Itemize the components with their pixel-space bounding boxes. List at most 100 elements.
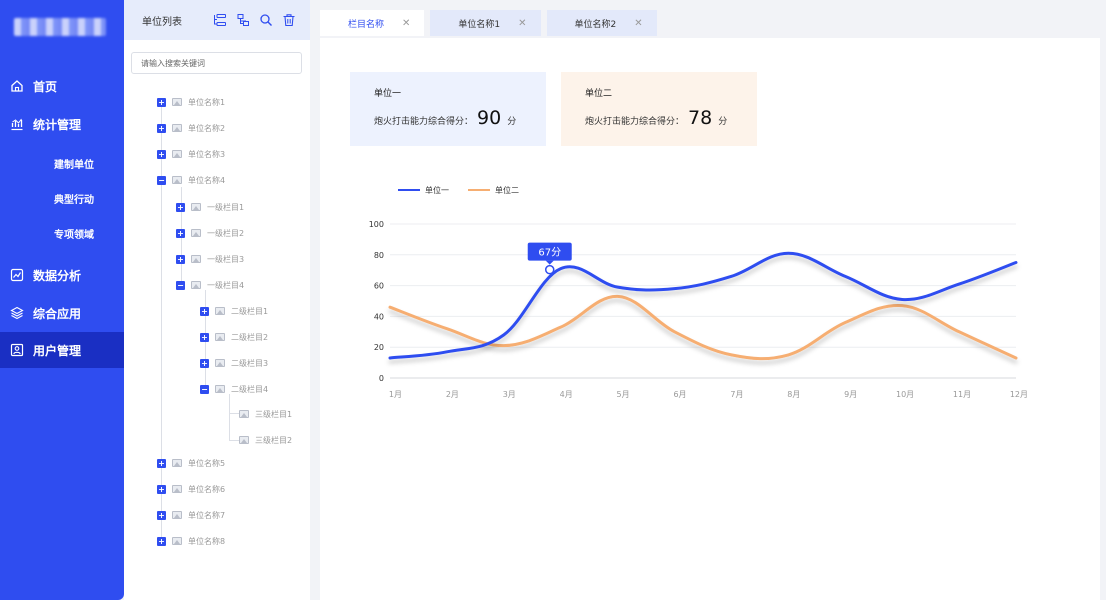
collapse-icon[interactable]: − bbox=[176, 280, 185, 290]
tooltip-box bbox=[527, 242, 572, 261]
tree-node[interactable]: + 单位名称1 bbox=[157, 94, 225, 110]
nav-sub-item-actions[interactable]: 典型行动 bbox=[54, 195, 94, 206]
y-tick-label: 40 bbox=[374, 312, 384, 321]
score-label: 炮火打击能力综合得分： bbox=[585, 117, 685, 127]
user-icon bbox=[10, 343, 24, 357]
tree-node-label: 单位名称3 bbox=[188, 149, 226, 159]
tree-node-label: 三级栏目1 bbox=[255, 409, 293, 419]
tab-unit-1[interactable]: 单位名称1 ✕ bbox=[430, 10, 541, 36]
image-icon bbox=[215, 307, 225, 315]
x-tick-label: 10月 bbox=[896, 390, 914, 399]
score-value: 90 bbox=[477, 107, 502, 129]
close-icon[interactable]: ✕ bbox=[634, 17, 643, 29]
legend-label: 单位二 bbox=[495, 185, 519, 195]
tab-column-name[interactable]: 栏目名称 ✕ bbox=[320, 10, 425, 36]
tree-node[interactable]: − 单位名称4 bbox=[157, 172, 225, 188]
card-title: 单位一 bbox=[374, 89, 402, 99]
layers-icon bbox=[10, 306, 24, 320]
nav-item-apps[interactable]: 综合应用 bbox=[0, 295, 124, 331]
search-icon[interactable] bbox=[259, 13, 273, 27]
y-tick-label: 80 bbox=[374, 251, 384, 260]
expand-icon[interactable]: + bbox=[176, 202, 185, 212]
nav-item-stats[interactable]: 统计管理 bbox=[0, 106, 124, 142]
tree-node[interactable]: + 二级栏目1 bbox=[200, 303, 268, 319]
series-line bbox=[388, 251, 1018, 360]
expand-icon[interactable]: + bbox=[157, 97, 166, 107]
expand-icon[interactable]: + bbox=[157, 536, 166, 546]
nav-sub-item-fields[interactable]: 专项领域 bbox=[54, 230, 94, 241]
expand-icon[interactable]: + bbox=[157, 458, 166, 468]
tree-search-input[interactable] bbox=[131, 52, 302, 74]
score-unit: 分 bbox=[718, 117, 728, 127]
image-icon bbox=[172, 511, 182, 519]
tree-title: 单位列表 bbox=[142, 16, 182, 28]
nav-item-home[interactable]: 首页 bbox=[0, 68, 124, 104]
tree-node[interactable]: + 一级栏目2 bbox=[176, 225, 244, 241]
nav-sub-item-units[interactable]: 建制单位 bbox=[54, 160, 94, 171]
tree-node[interactable]: + 单位名称5 bbox=[157, 455, 225, 471]
close-icon[interactable]: ✕ bbox=[518, 17, 527, 29]
nav-item-label: 统计管理 bbox=[33, 117, 82, 132]
org-chart-icon[interactable] bbox=[236, 13, 250, 27]
tree-node[interactable]: + 一级栏目1 bbox=[176, 199, 244, 215]
image-icon bbox=[191, 281, 201, 289]
x-tick-label: 12月 bbox=[1010, 390, 1028, 399]
x-tick-label: 8月 bbox=[787, 390, 800, 399]
expand-icon[interactable]: + bbox=[157, 123, 166, 133]
score-card-unit-2: 单位二 炮火打击能力综合得分： 78 分 bbox=[561, 72, 757, 146]
tree-node[interactable]: − 一级栏目4 bbox=[176, 277, 244, 293]
close-icon[interactable]: ✕ bbox=[402, 17, 411, 29]
tooltip-point bbox=[544, 264, 555, 275]
collapse-icon[interactable]: − bbox=[200, 384, 209, 394]
x-tick-label: 9月 bbox=[844, 390, 857, 399]
unit-tree-panel: 单位列表 + 单位名称1 + 单位名称2 + 单位名称3 − 单位名称4 bbox=[124, 0, 310, 600]
analysis-icon bbox=[10, 268, 24, 282]
expand-icon[interactable]: + bbox=[157, 510, 166, 520]
line-chart: 0 20 40 60 80 100 1月 2月 3月 4月 5月 6月 7月 8月 9月 10月 11月 12月 单… bbox=[369, 185, 1028, 399]
y-tick-label: 100 bbox=[369, 220, 384, 229]
tooltip-label: 67分 bbox=[538, 247, 561, 259]
tree-node[interactable]: 三级栏目2 bbox=[239, 432, 292, 448]
image-icon bbox=[172, 459, 182, 467]
tree-node[interactable]: 三级栏目1 bbox=[239, 406, 292, 422]
image-icon bbox=[239, 410, 249, 418]
tree-node[interactable]: + 单位名称3 bbox=[157, 146, 225, 162]
logo bbox=[14, 18, 106, 36]
side-nav: 首页 统计管理 建制单位 典型行动 专项领域 数据分析 综合应用 bbox=[0, 0, 124, 600]
expand-icon[interactable]: + bbox=[200, 358, 209, 368]
tree-toolbar bbox=[213, 13, 296, 27]
tree-node-label: 一级栏目4 bbox=[207, 280, 245, 290]
tree-node-label: 二级栏目2 bbox=[231, 332, 269, 342]
expand-icon[interactable]: + bbox=[157, 484, 166, 494]
nav-item-label: 数据分析 bbox=[33, 268, 82, 283]
score-label: 炮火打击能力综合得分： bbox=[374, 117, 474, 127]
tree-node-label: 单位名称5 bbox=[188, 458, 226, 468]
trash-icon[interactable] bbox=[282, 13, 296, 27]
x-tick-label: 3月 bbox=[503, 390, 516, 399]
nav-item-users[interactable]: 用户管理 bbox=[0, 332, 124, 368]
tree-node[interactable]: + 单位名称6 bbox=[157, 481, 225, 497]
expand-icon[interactable]: + bbox=[176, 228, 185, 238]
tree-node-label: 单位名称1 bbox=[188, 97, 226, 107]
tree-node[interactable]: + 单位名称7 bbox=[157, 507, 225, 523]
y-tick-label: 60 bbox=[374, 282, 384, 291]
expand-icon[interactable]: + bbox=[157, 149, 166, 159]
nav-item-analysis[interactable]: 数据分析 bbox=[0, 257, 124, 293]
tree-node[interactable]: + 二级栏目2 bbox=[200, 329, 268, 345]
tree-node[interactable]: − 二级栏目4 bbox=[200, 381, 268, 397]
image-icon bbox=[215, 359, 225, 367]
tree-connector bbox=[161, 106, 162, 542]
tree-node[interactable]: + 一级栏目3 bbox=[176, 251, 244, 267]
image-icon bbox=[239, 436, 249, 444]
expand-icon[interactable]: + bbox=[200, 332, 209, 342]
tab-unit-2[interactable]: 单位名称2 ✕ bbox=[546, 10, 657, 36]
y-tick-label: 0 bbox=[379, 374, 384, 383]
tree-structure-icon[interactable] bbox=[213, 13, 227, 27]
tree-node[interactable]: + 二级栏目3 bbox=[200, 355, 268, 371]
collapse-icon[interactable]: − bbox=[157, 175, 166, 185]
image-icon bbox=[172, 98, 182, 106]
expand-icon[interactable]: + bbox=[200, 306, 209, 316]
expand-icon[interactable]: + bbox=[176, 254, 185, 264]
tree-node[interactable]: + 单位名称8 bbox=[157, 533, 225, 549]
tree-node[interactable]: + 单位名称2 bbox=[157, 120, 225, 136]
